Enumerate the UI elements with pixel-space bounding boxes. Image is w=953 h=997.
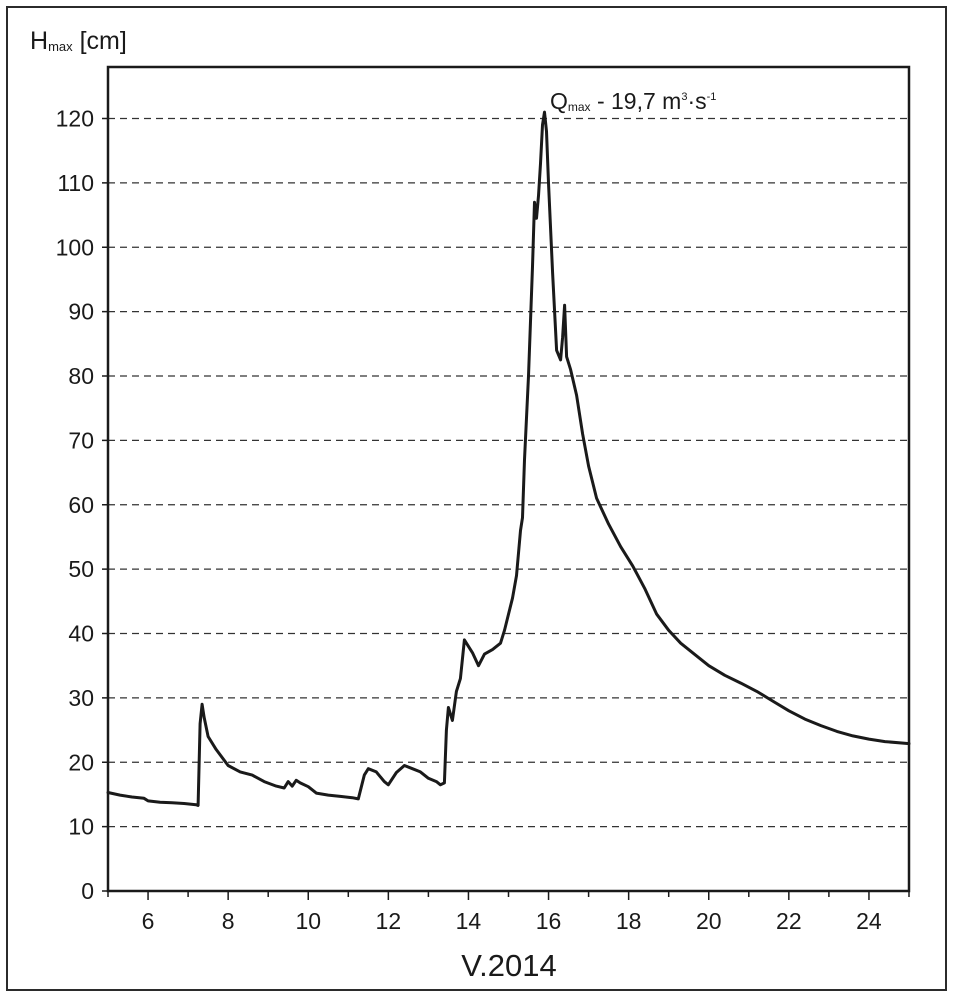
peak-discharge-annotation: Qmax - 19,7 m3·s-1 (550, 88, 716, 115)
grid-lines (108, 117, 909, 828)
annot-sup-b: -1 (706, 91, 717, 103)
tick-labels: 0 10 20 30 40 50 60 70 80 90 100 110 120 6 8 10 12 14 16 18… (56, 106, 882, 935)
y-tick-label-100: 100 (56, 234, 94, 260)
x-tick-label-18: 18 (616, 908, 642, 934)
x-tick-label-12: 12 (376, 908, 402, 934)
y-tick-label-80: 80 (68, 363, 94, 389)
annot-q-sub: max (567, 100, 591, 114)
y-axis-label: Hmax [cm] (30, 27, 127, 56)
annot-sup-a: 3 (681, 91, 688, 103)
annot-q: Q (550, 88, 568, 114)
x-tick-label-14: 14 (456, 908, 482, 934)
x-tick-label-16: 16 (536, 908, 562, 934)
series-layer (106, 110, 911, 807)
y-tick-label-0: 0 (81, 878, 94, 904)
x-tick-label-24: 24 (856, 908, 882, 934)
y-tick-label-60: 60 (68, 492, 94, 518)
y-tick-label-20: 20 (68, 749, 94, 775)
annot-text-b: s (695, 88, 707, 114)
series-line-0 (106, 110, 911, 807)
axes (102, 65, 911, 900)
y-tick-label-70: 70 (68, 427, 94, 453)
y-tick-label-120: 120 (56, 106, 94, 132)
y-tick-label-40: 40 (68, 621, 94, 647)
y-tick-label-50: 50 (68, 556, 94, 582)
y-axis-label-subscript: max (48, 39, 73, 54)
y-tick-label-30: 30 (68, 685, 94, 711)
x-tick-label-22: 22 (776, 908, 802, 934)
plot-area-border (106, 65, 911, 893)
x-tick-label-20: 20 (696, 908, 722, 934)
x-axis-label: V.2014 (461, 948, 556, 983)
x-tick-label-8: 8 (222, 908, 235, 934)
x-tick-label-10: 10 (295, 908, 321, 934)
y-tick-label-10: 10 (68, 814, 94, 840)
annot-text-a: - 19,7 m (590, 88, 682, 114)
annot-dot: · (687, 88, 696, 114)
y-axis-label-symbol: H (30, 27, 49, 55)
y-axis-label-unit: [cm] (79, 27, 127, 55)
x-tick-label-6: 6 (142, 908, 155, 934)
y-tick-label-90: 90 (68, 299, 94, 325)
y-tick-label-110: 110 (57, 170, 94, 196)
